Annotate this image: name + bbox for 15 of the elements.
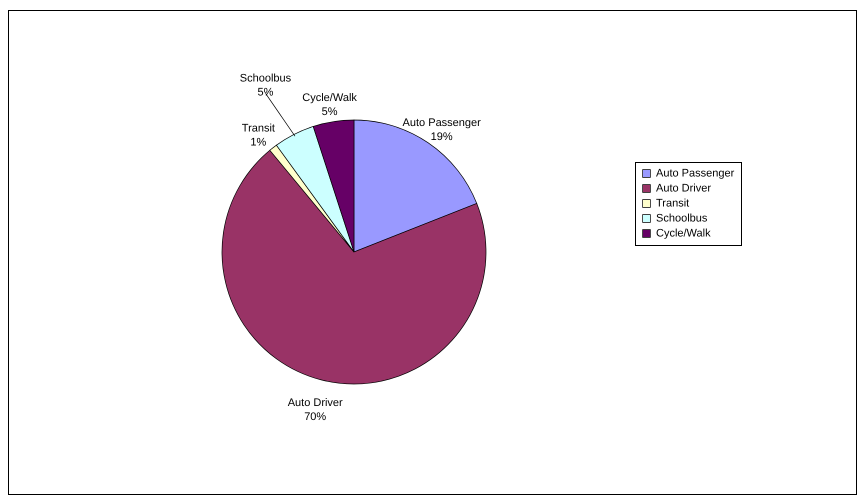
legend-label: Auto Passenger xyxy=(656,168,735,180)
data-label: 5% xyxy=(258,86,274,98)
slice-label: Auto Driver xyxy=(288,397,344,410)
legend-label: Cycle/Walk xyxy=(656,228,712,240)
slice-label: Auto Passenger xyxy=(402,116,482,129)
legend-label: Auto Driver xyxy=(656,182,712,194)
data-label: 70% xyxy=(304,411,326,424)
slice-label: Schoolbus xyxy=(240,72,292,84)
slice-label: Transit xyxy=(242,122,275,135)
slice-label: Cycle/Walk xyxy=(302,92,358,104)
data-label: 5% xyxy=(322,106,338,118)
data-label: 1% xyxy=(250,136,267,149)
legend-label: Transit xyxy=(656,198,690,210)
legend-label: Schoolbus xyxy=(656,212,708,224)
data-label: 19% xyxy=(430,130,453,143)
